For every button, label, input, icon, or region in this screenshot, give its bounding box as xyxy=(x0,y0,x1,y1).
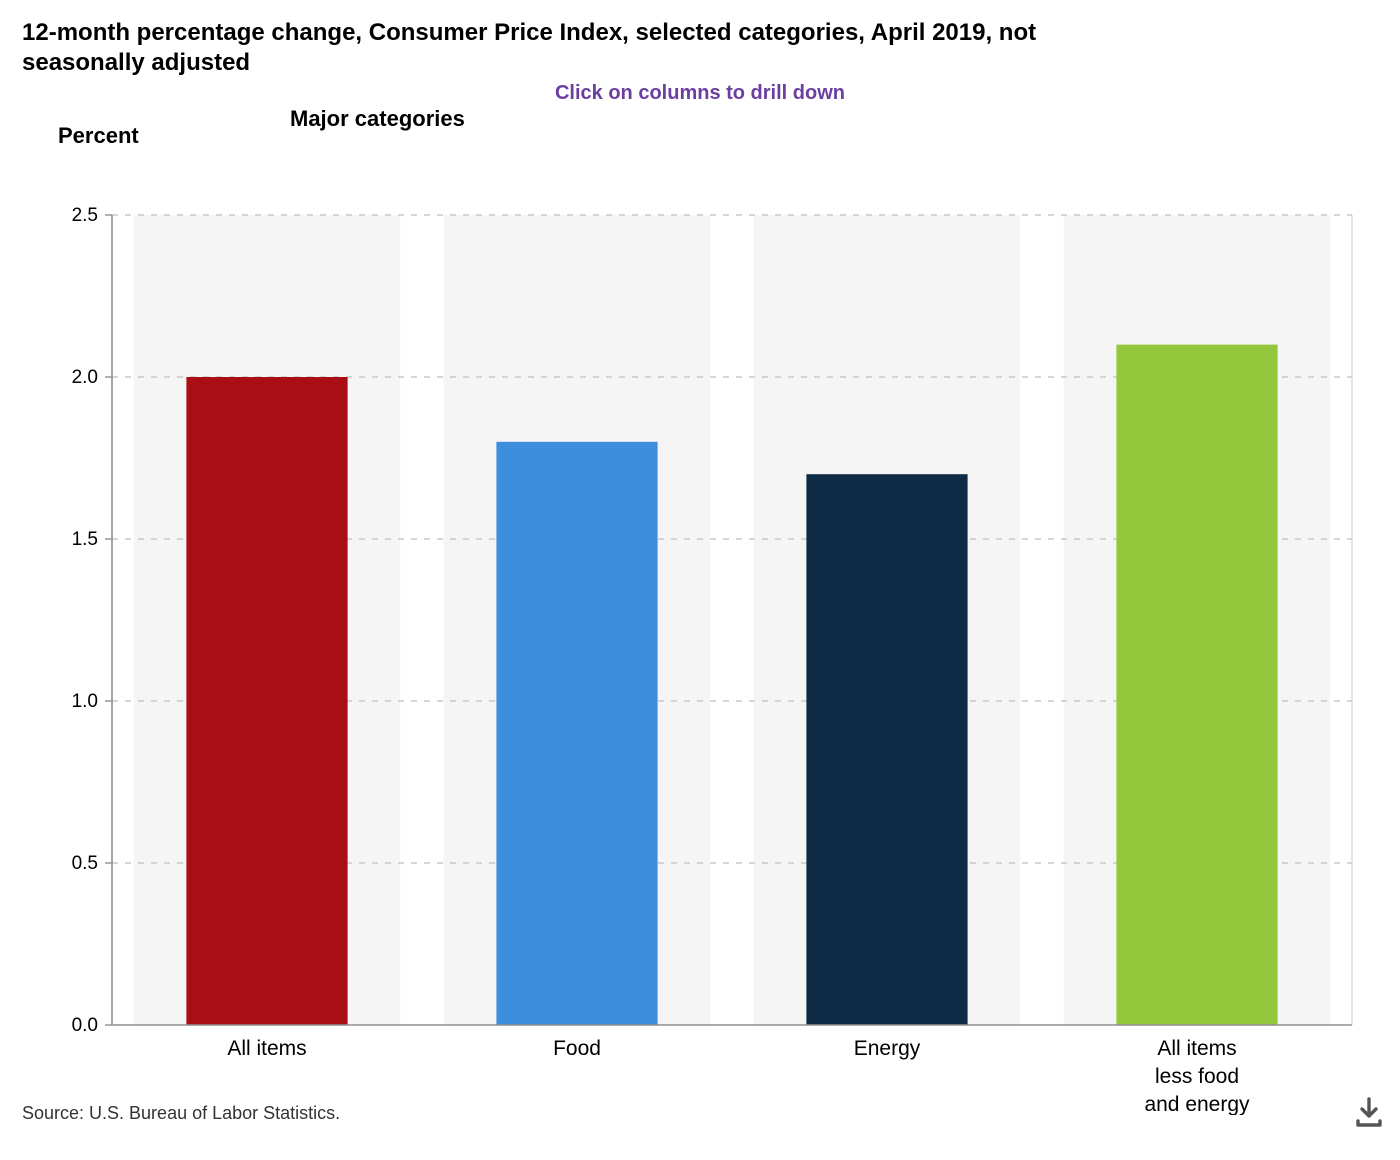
svg-text:2.0: 2.0 xyxy=(72,367,98,388)
download-icon[interactable] xyxy=(1352,1095,1386,1134)
cpi-bar-chart: 0.0 0.5 1.0 1.5 2.0 2.5 All items Food Energy All… xyxy=(22,165,1378,1115)
chart-bar[interactable] xyxy=(186,377,347,1025)
svg-text:1.5: 1.5 xyxy=(72,529,98,550)
y-axis-label: Percent xyxy=(58,123,139,149)
drilldown-hint: Click on columns to drill down xyxy=(22,82,1378,105)
svg-text:0.0: 0.0 xyxy=(72,1015,98,1036)
chart-bar[interactable] xyxy=(1116,345,1277,1025)
category-label: and energy xyxy=(1144,1093,1250,1115)
chart-bar[interactable] xyxy=(806,474,967,1025)
chart-bar[interactable] xyxy=(496,442,657,1025)
chart-subtitle: Major categories xyxy=(290,106,465,132)
svg-text:1.0: 1.0 xyxy=(72,691,98,712)
svg-text:2.5: 2.5 xyxy=(72,205,98,226)
category-label: All items xyxy=(227,1037,306,1060)
chart-title: 12-month percentage change, Consumer Pri… xyxy=(22,18,1102,78)
svg-text:0.5: 0.5 xyxy=(72,853,98,874)
category-label: Food xyxy=(553,1037,601,1060)
chart-source: Source: U.S. Bureau of Labor Statistics. xyxy=(22,1103,340,1124)
category-label: All items xyxy=(1157,1037,1236,1060)
drilldown-hint-text: Click on columns to drill down xyxy=(555,82,845,104)
category-label: Energy xyxy=(854,1037,921,1060)
category-label: less food xyxy=(1155,1065,1239,1088)
